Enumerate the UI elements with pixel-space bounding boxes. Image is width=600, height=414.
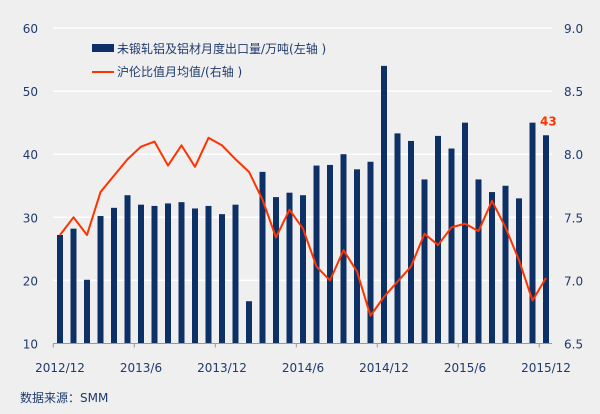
bar [219, 214, 225, 344]
bar [543, 135, 549, 344]
x-axis-tick-label: 2015/6 [444, 361, 486, 375]
bar [178, 202, 185, 344]
bar [192, 208, 198, 344]
left-axis-tick: 50 [23, 85, 38, 99]
bar [70, 228, 77, 344]
x-axis-tick-label: 2014/6 [282, 361, 324, 375]
bar [205, 205, 212, 344]
data-source: 数据来源：SMM [20, 390, 108, 405]
left-axis-tick: 60 [23, 22, 38, 36]
legend-bar-label: 未锻轧铝及铝材月度出口量/万吨(左轴 ) [117, 41, 326, 56]
bar [300, 195, 306, 344]
bar [273, 197, 279, 344]
bar [367, 161, 374, 344]
right-axis-tick: 8.5 [564, 85, 583, 99]
bar [165, 203, 171, 344]
bar [475, 179, 482, 344]
x-axis-tick-label: 2015/12 [521, 361, 571, 375]
left-axis-tick: 40 [23, 148, 38, 162]
bar [381, 65, 387, 344]
left-axis-tick: 30 [23, 211, 38, 225]
x-axis-tick-label: 2012/12 [35, 361, 85, 375]
bar [502, 185, 509, 344]
bar [97, 216, 104, 344]
bar [448, 148, 455, 344]
bar [435, 135, 441, 344]
bar [354, 169, 360, 344]
gridlines [53, 27, 552, 282]
bar [327, 164, 333, 344]
bar [529, 122, 536, 344]
bar [462, 122, 468, 344]
bar [286, 192, 293, 344]
bar [124, 195, 131, 344]
bar [516, 198, 522, 344]
bar [111, 207, 117, 344]
left-axis-tick: 20 [23, 274, 38, 288]
bar [151, 205, 158, 344]
bar [313, 165, 320, 344]
ratio-line [59, 136, 547, 317]
bar [232, 204, 239, 344]
right-axis-tick: 9.0 [564, 22, 583, 36]
x-axis-tick-label: 2013/6 [120, 361, 162, 375]
ratio-line-path [59, 136, 547, 317]
bar [489, 192, 495, 344]
right-axis-tick: 7.0 [564, 274, 583, 288]
x-axis-tick-label: 2014/12 [359, 361, 409, 375]
x-axis-tick-label: 2013/12 [197, 361, 247, 375]
axes: 10 6.5 20 7.0 30 7.5 40 8.0 50 8.5 60 9.0 2012/12 201… [23, 22, 583, 375]
legend-bar-swatch [92, 44, 114, 52]
bar [259, 171, 266, 344]
bar [394, 133, 401, 344]
bar [340, 154, 347, 344]
bar [408, 140, 414, 344]
legend-line-label: 沪伦比值月均值/(右轴 ) [117, 64, 242, 79]
right-axis-tick: 8.0 [564, 148, 583, 162]
bar [421, 179, 428, 344]
bar [57, 234, 63, 344]
bar [84, 279, 90, 344]
bar [246, 301, 252, 344]
bar [138, 204, 144, 344]
right-axis-tick: 7.5 [564, 211, 583, 225]
left-axis-tick: 10 [23, 338, 38, 352]
last-value-annotation: 43 [540, 114, 557, 128]
legend: 未锻轧铝及铝材月度出口量/万吨(左轴 ) 沪伦比值月均值/(右轴 ) [92, 41, 326, 79]
right-axis-tick: 6.5 [564, 338, 583, 352]
bars [57, 65, 549, 344]
